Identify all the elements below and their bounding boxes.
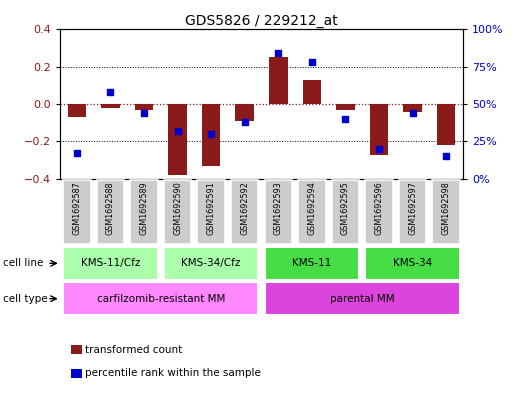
FancyBboxPatch shape <box>433 180 460 244</box>
FancyBboxPatch shape <box>63 283 258 315</box>
FancyBboxPatch shape <box>399 180 426 244</box>
Point <box>408 110 417 116</box>
Bar <box>135 104 153 110</box>
Point <box>442 153 450 160</box>
FancyBboxPatch shape <box>164 180 191 244</box>
Text: GDS5826 / 229212_at: GDS5826 / 229212_at <box>185 14 338 28</box>
Text: KMS-34: KMS-34 <box>393 258 432 268</box>
Bar <box>336 104 355 110</box>
Bar <box>370 104 388 154</box>
Point <box>140 110 148 116</box>
FancyBboxPatch shape <box>265 247 359 279</box>
FancyBboxPatch shape <box>231 180 258 244</box>
FancyBboxPatch shape <box>365 247 460 279</box>
Text: GSM1692589: GSM1692589 <box>140 182 149 235</box>
Text: carfilzomib-resistant MM: carfilzomib-resistant MM <box>97 294 225 304</box>
Point <box>375 146 383 152</box>
FancyBboxPatch shape <box>298 180 326 244</box>
Bar <box>101 104 120 108</box>
Text: KMS-11/Cfz: KMS-11/Cfz <box>81 258 140 268</box>
Text: percentile rank within the sample: percentile rank within the sample <box>85 368 261 378</box>
Text: transformed count: transformed count <box>85 345 183 355</box>
FancyBboxPatch shape <box>265 283 460 315</box>
Text: GSM1692594: GSM1692594 <box>308 182 316 235</box>
Bar <box>437 104 456 145</box>
FancyBboxPatch shape <box>164 247 258 279</box>
Point <box>106 89 115 95</box>
Bar <box>403 104 422 112</box>
Point <box>308 59 316 66</box>
Text: GSM1692593: GSM1692593 <box>274 182 283 235</box>
Bar <box>202 104 220 166</box>
Text: KMS-34/Cfz: KMS-34/Cfz <box>181 258 241 268</box>
Text: GSM1692591: GSM1692591 <box>207 182 215 235</box>
Text: parental MM: parental MM <box>330 294 394 304</box>
Bar <box>67 104 86 117</box>
Text: GSM1692595: GSM1692595 <box>341 182 350 235</box>
FancyBboxPatch shape <box>63 247 158 279</box>
FancyBboxPatch shape <box>197 180 225 244</box>
Point <box>274 50 282 57</box>
FancyBboxPatch shape <box>265 180 292 244</box>
Point <box>241 119 249 125</box>
Point <box>207 131 215 137</box>
Text: cell line: cell line <box>3 258 43 268</box>
Bar <box>168 104 187 175</box>
FancyBboxPatch shape <box>63 180 90 244</box>
FancyBboxPatch shape <box>332 180 359 244</box>
FancyBboxPatch shape <box>365 180 393 244</box>
Text: GSM1692596: GSM1692596 <box>374 182 383 235</box>
Text: GSM1692590: GSM1692590 <box>173 182 182 235</box>
FancyBboxPatch shape <box>130 180 158 244</box>
Bar <box>269 57 288 104</box>
Text: cell type: cell type <box>3 294 47 304</box>
Text: GSM1692587: GSM1692587 <box>72 182 82 235</box>
Bar <box>235 104 254 121</box>
Point <box>341 116 349 122</box>
Bar <box>303 80 321 104</box>
Text: GSM1692598: GSM1692598 <box>441 182 451 235</box>
Text: KMS-11: KMS-11 <box>292 258 332 268</box>
Text: GSM1692588: GSM1692588 <box>106 182 115 235</box>
Point <box>174 128 182 134</box>
Point <box>73 150 81 156</box>
Text: GSM1692592: GSM1692592 <box>240 182 249 235</box>
Text: GSM1692597: GSM1692597 <box>408 182 417 235</box>
FancyBboxPatch shape <box>97 180 124 244</box>
